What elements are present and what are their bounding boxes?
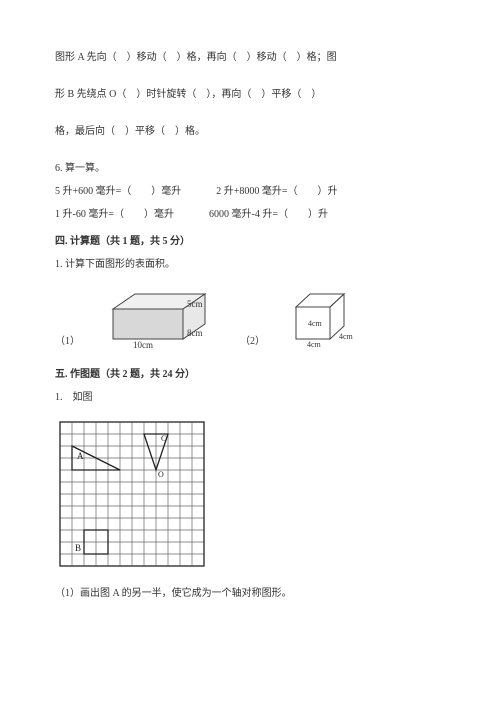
cuboid-figure: 5cm 8cm 10cm xyxy=(105,284,215,349)
section5-sub1: （1）画出图 A 的另一半，使它成为一个轴对称图形。 xyxy=(55,586,445,601)
question-shape-move-line3: 格，最后向（ ）平移（ ）格。 xyxy=(55,124,445,139)
fig2-number: （2） xyxy=(240,334,265,349)
cube-dim-4cm-side: 4cm xyxy=(339,332,354,341)
figure-row: （1） 5cm 8cm 10cm （2） 4cm 4cm 4cm xyxy=(55,284,445,349)
text: 格，最后向（ xyxy=(55,126,115,137)
text: ）移动（ xyxy=(247,52,287,63)
question-shape-move-line1: 图形 A 先向（ ）移动（ ）格，再向（ ）移动（ ）格；图 xyxy=(55,50,445,65)
cube-dim-4cm-front: 4cm xyxy=(308,319,323,328)
label-c: C xyxy=(161,434,166,443)
cuboid-dim-10cm: 10cm xyxy=(133,340,153,349)
section4-title: 四. 计算题（共 1 题，共 5 分） xyxy=(55,234,445,249)
label-o: O xyxy=(158,470,164,479)
text: ）时针旋转（ xyxy=(136,89,196,100)
text: ）平移（ xyxy=(261,89,301,100)
q6-row2: 1 升-60 毫升=（ ）毫升 6000 毫升-4 升=（ ）升 xyxy=(55,207,445,222)
cube-dim-4cm-bottom: 4cm xyxy=(307,340,322,349)
cuboid-dim-8cm: 8cm xyxy=(187,328,203,338)
text: ）平移（ xyxy=(125,126,165,137)
text: ）移动（ xyxy=(127,52,167,63)
label-a: A xyxy=(77,451,84,461)
q6-r1b: 2 升+8000 毫升=（ ）升 xyxy=(216,184,337,199)
section5-title: 五. 作图题（共 2 题，共 24 分） xyxy=(55,367,445,382)
text: ）格，再向（ xyxy=(177,52,237,63)
grid-figure: A C O B xyxy=(55,417,210,572)
q6-title: 6. 算一算。 xyxy=(55,161,445,176)
text: 形 B 先绕点 O（ xyxy=(55,89,126,100)
cuboid-dim-5cm: 5cm xyxy=(187,299,203,309)
section4-q1: 1. 计算下面图形的表面积。 xyxy=(55,257,445,272)
text: ），再向（ xyxy=(206,89,251,100)
section5-q1: 1. 如图 xyxy=(55,390,445,405)
label-b: B xyxy=(75,543,81,553)
cube-figure: 4cm 4cm 4cm xyxy=(290,284,360,349)
q6-r1a: 5 升+600 毫升=（ ）毫升 xyxy=(55,184,181,199)
q6-row1: 5 升+600 毫升=（ ）毫升 2 升+8000 毫升=（ ）升 xyxy=(55,184,445,199)
text: ）格；图 xyxy=(297,52,337,63)
text: ）格。 xyxy=(175,126,205,137)
q6-r2a: 1 升-60 毫升=（ ）毫升 xyxy=(55,207,174,222)
question-shape-move-line2: 形 B 先绕点 O（ ）时针旋转（ ），再向（ ）平移（ ） xyxy=(55,87,445,102)
fig1-number: （1） xyxy=(55,334,80,349)
text: 图形 A 先向（ xyxy=(55,52,117,63)
text: ） xyxy=(311,89,321,100)
q6-r2b: 6000 毫升-4 升=（ ）升 xyxy=(209,207,328,222)
